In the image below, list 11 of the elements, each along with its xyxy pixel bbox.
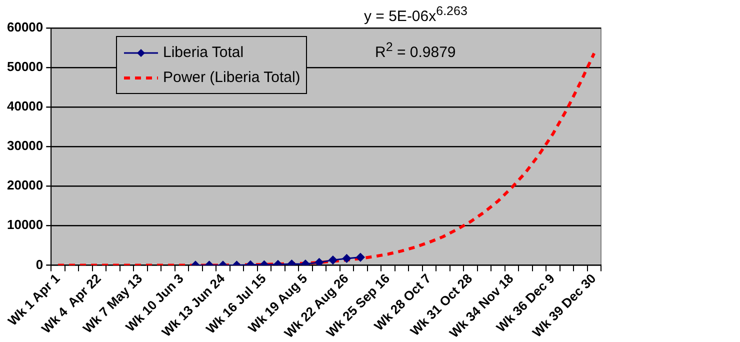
legend-label: Power (Liberia Total) bbox=[163, 69, 300, 86]
y-tick-label: 20000 bbox=[6, 178, 44, 193]
y-tick-label: 50000 bbox=[6, 59, 44, 74]
text: y = 5E-06x$^{6.263}$ bbox=[364, 4, 468, 25]
y-tick-label: 0 bbox=[36, 256, 44, 272]
legend-label: Liberia Total bbox=[163, 44, 244, 61]
y-tick-label: 30000 bbox=[6, 138, 44, 154]
y-tick-label: 40000 bbox=[6, 98, 44, 114]
y-tick-label: 10000 bbox=[6, 217, 44, 232]
annotation: R$^{2}$ = 0.9879 bbox=[375, 40, 456, 61]
y-tick-label: 60000 bbox=[6, 20, 44, 35]
